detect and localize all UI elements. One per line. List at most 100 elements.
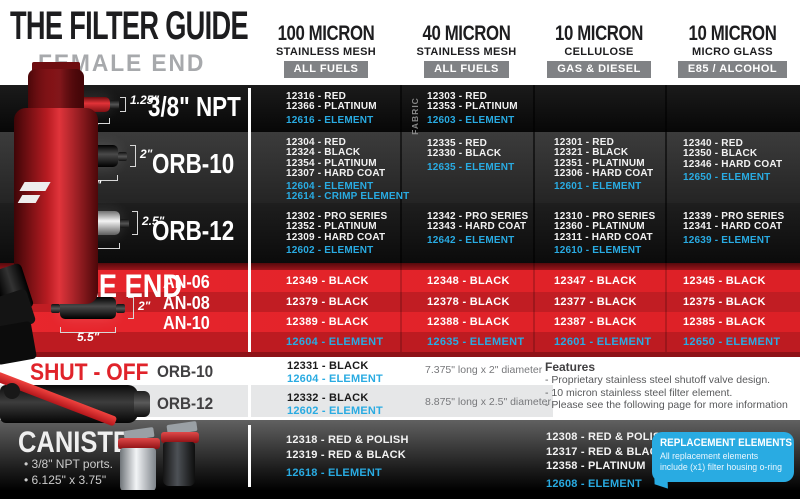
male-end-bottom-stripe — [0, 352, 800, 357]
element-part-number: 12650 - ELEMENT — [683, 336, 781, 348]
filter-port-icon — [116, 304, 125, 313]
element-list: 12635 - ELEMENT — [427, 162, 533, 173]
red-filter-photo — [2, 62, 122, 305]
part-number: 12378 - BLACK — [427, 296, 510, 308]
element-list: 12618 - ELEMENT — [286, 466, 446, 481]
name-column-divider — [248, 88, 251, 263]
element-list: 12602 - ELEMENT — [286, 244, 400, 256]
filter-body — [14, 108, 98, 304]
height-dimension-label: 2" — [140, 147, 153, 161]
part-number: 12310 - PRO SERIES — [554, 211, 656, 222]
fabric-tag: FABRIC — [409, 97, 420, 135]
column-divider — [533, 85, 535, 263]
features-list: - Proprietary stainless steel shutoff va… — [545, 374, 788, 412]
element-part-number: 12614 - CRIMP ELEMENT — [286, 191, 410, 203]
column-divider — [400, 85, 402, 263]
column-media-label: STAINLESS MESH — [276, 46, 376, 58]
name-column-divider — [248, 425, 251, 487]
column-header-100-micron: 100 MICRON STAINLESS MESH ALL FUELS — [252, 22, 400, 78]
part-number: 12335 - RED — [427, 138, 488, 149]
filter-port-icon — [120, 219, 129, 228]
part-number: 12358 - PLATINUM — [546, 460, 646, 472]
part-number: 12353 - PLATINUM — [427, 101, 518, 113]
part-number: 12318 - RED & POLISH — [286, 434, 409, 446]
height-dimension-label: 1.25" — [130, 93, 160, 107]
part-number: 12343 - HARD COAT — [427, 221, 527, 233]
elements-row: 12604 - ELEMENT 12635 - ELEMENT 12601 - EL… — [0, 332, 800, 352]
column-micron-label: 10 MICRON — [688, 22, 777, 45]
part-number: 12347 - BLACK — [554, 275, 637, 287]
part-number: 12332 - BLACK — [287, 392, 369, 404]
element-part-number: 12639 - ELEMENT — [683, 234, 771, 246]
part-number: 12346 - HARD COAT — [683, 158, 783, 170]
part-list: 12303 - RED 12353 - PLATINUM — [427, 91, 533, 113]
part-list: 12302 - PRO SERIES 12352 - PLATINUM 12309 … — [286, 211, 400, 243]
feature-item: - 10 micron stainless steel filter eleme… — [545, 386, 733, 399]
filter-port-icon — [110, 100, 119, 109]
chrome-canister-photo — [118, 426, 160, 492]
an08-label: AN-08 — [163, 293, 210, 313]
feature-item: - Please see the following page for more… — [545, 399, 788, 411]
column-fuel-badge: ALL FUELS — [424, 61, 509, 78]
part-list: 12339 - PRO SERIES 12341 - HARD COAT — [683, 211, 800, 233]
height-dimension-label: 2" — [138, 299, 151, 313]
part-number: 12306 - HARD COAT — [554, 167, 654, 179]
element-part-number: 12642 - ELEMENT — [427, 234, 515, 246]
element-part-number: 12608 - ELEMENT — [546, 477, 642, 490]
row-name-orb12: ORB-12 — [152, 215, 235, 246]
column-divider — [665, 85, 667, 263]
orb10-dimensions: 7.375" long x 2" diameter — [425, 364, 543, 376]
features-title: Features — [545, 360, 596, 374]
part-number: 12360 - PLATINUM — [554, 221, 645, 233]
part-number: 12319 - RED & BLACK — [286, 448, 406, 461]
an08-band — [0, 292, 800, 312]
part-list: 12304 - RED 12324 - BLACK 12354 - PLATINUM… — [286, 137, 400, 179]
column-header-10-micron-cellulose: 10 MICRON CELLULOSE GAS & DIESEL — [533, 22, 665, 78]
column-divider — [400, 263, 402, 352]
an10-band — [0, 312, 800, 332]
part-number: 12375 - BLACK — [683, 296, 766, 308]
element-list: 12603 - ELEMENT — [427, 115, 533, 126]
element-part-number: 12604 - ELEMENT — [286, 181, 374, 193]
part-number: 12341 - HARD COAT — [683, 221, 783, 233]
part-list: 12310 - PRO SERIES 12360 - PLATINUM 12311 … — [554, 211, 665, 243]
element-part-number: 12635 - ELEMENT — [427, 336, 525, 348]
cell-npt-40micron: FABRIC 12303 - RED 12353 - PLATINUM 12603… — [400, 85, 533, 135]
part-number: 12354 - PLATINUM — [286, 157, 377, 169]
element-part-number: 12602 - ELEMENT — [286, 244, 374, 256]
part-number: 12366 - PLATINUM — [286, 101, 377, 113]
part-list: 12316 - RED 12366 - PLATINUM — [286, 91, 400, 113]
element-part-number: 12610 - ELEMENT — [554, 244, 642, 256]
canister-cap — [161, 432, 199, 443]
part-number: 12308 - RED & POLISH — [546, 431, 669, 443]
part-number: 12321 - BLACK — [554, 147, 629, 159]
part-number: 12311 - HARD COAT — [554, 231, 653, 243]
height-dimension-line — [128, 297, 134, 319]
part-number: 12339 - PRO SERIES — [683, 211, 785, 222]
element-part-number: 12604 - ELEMENT — [287, 373, 383, 385]
part-list: 12342 - PRO SERIES 12343 - HARD COAT — [427, 211, 533, 233]
element-part-number: 12650 - ELEMENT — [683, 171, 771, 183]
element-list: 12604 - ELEMENT 12614 - CRIMP ELEMENT — [286, 181, 410, 203]
element-list: 12601 - ELEMENT — [554, 181, 665, 192]
element-list: 12608 - ELEMENT — [546, 477, 696, 492]
fitting-base — [0, 320, 37, 366]
element-list: 12639 - ELEMENT — [683, 234, 800, 246]
canister-body — [163, 442, 195, 486]
canister-cap — [118, 438, 160, 449]
bottom-black-strip — [0, 490, 800, 499]
column-media-label: STAINLESS MESH — [416, 46, 517, 58]
cell-orb10-100micron: 12304 - RED 12324 - BLACK 12354 - PLATINUM… — [250, 132, 410, 203]
part-number: 12304 - RED — [286, 137, 347, 148]
element-list: 12650 - ELEMENT — [683, 171, 800, 183]
part-number: 12379 - BLACK — [286, 296, 369, 308]
part-number: 12385 - BLACK — [683, 316, 766, 328]
part-number: 12351 - PLATINUM — [554, 157, 645, 169]
element-part-number: 12616 - ELEMENT — [286, 114, 374, 126]
orb12-dimensions: 8.875" long x 2.5" diameter — [425, 396, 551, 408]
row-name-npt: 3/8" NPT — [148, 91, 241, 122]
element-part-number: 12618 - ELEMENT — [286, 467, 382, 479]
cell-orb12-100micron: 12302 - PRO SERIES 12352 - PLATINUM 12309 … — [250, 203, 400, 263]
part-number: 12317 - RED & BLACK — [546, 445, 666, 458]
height-dimension-line — [130, 145, 136, 167]
